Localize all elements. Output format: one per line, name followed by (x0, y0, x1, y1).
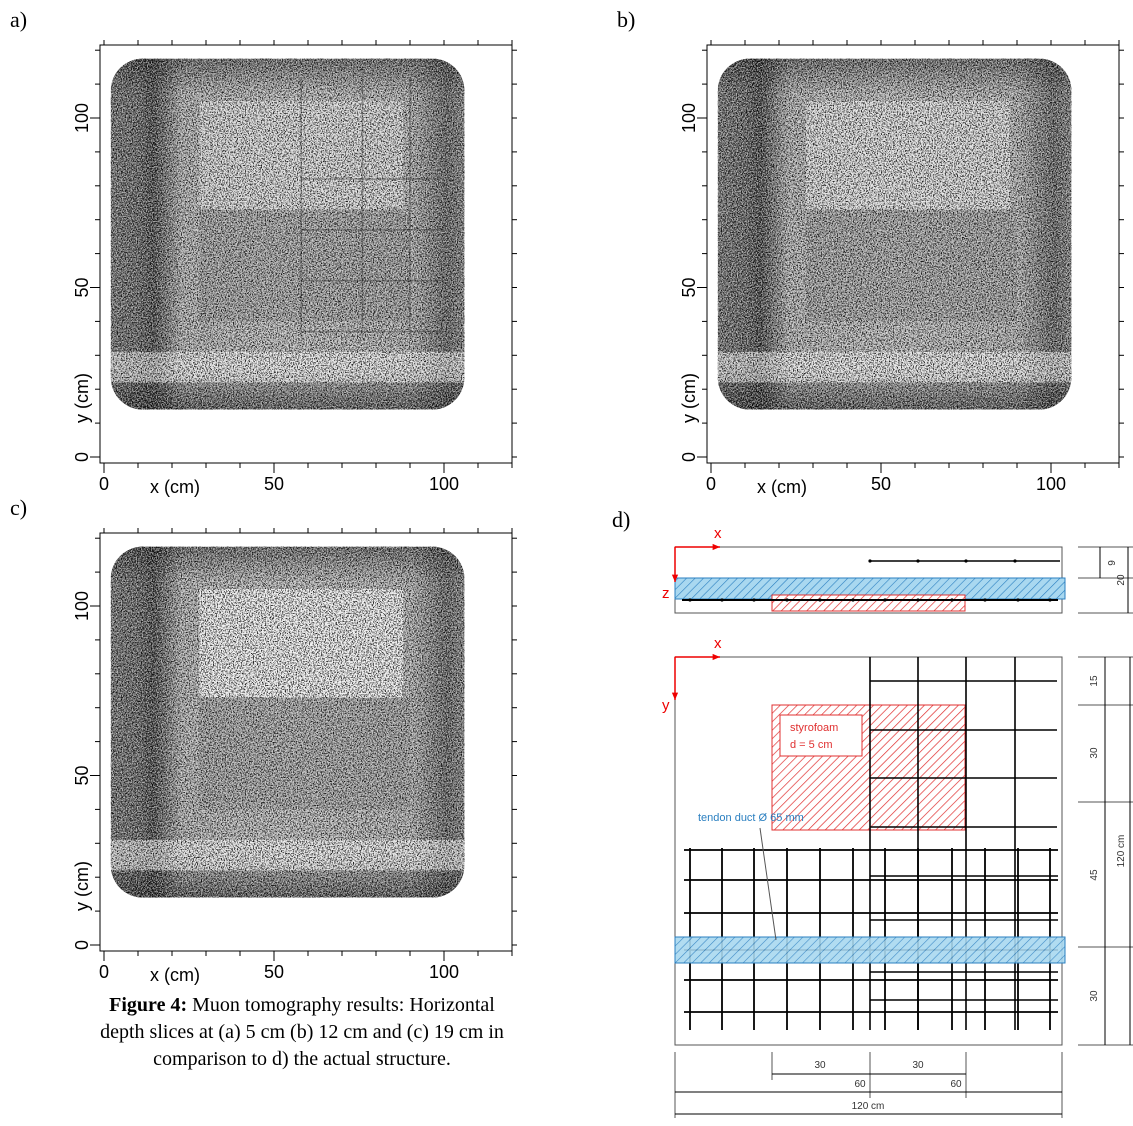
arrow-head (712, 653, 720, 661)
x-tick-label: 0 (99, 962, 109, 982)
caption: Figure 4: Muon tomography results: Horiz… (92, 992, 512, 1073)
styrofoam-depth: d = 5 cm (790, 739, 833, 751)
styrofoam-label: styrofoam (790, 722, 838, 734)
x-tick-label: 100 (429, 962, 459, 982)
rebar-dot (785, 598, 789, 602)
y-axis-label: y (cm) (72, 373, 92, 423)
x-tick-label: 50 (871, 474, 891, 494)
dimension-label: 60 (854, 1079, 866, 1090)
x-axis-label: x (cm) (150, 477, 200, 497)
y-axis-label: y (cm) (72, 861, 92, 911)
rebar-dot (916, 559, 920, 563)
tendon-label: tendon duct Ø 65 mm (698, 812, 804, 824)
tomography-panel: b) 0 50 100 0 50 100 x (cm) y (cm) (617, 7, 1124, 497)
speckle-light (717, 58, 1072, 410)
leader-line (759, 827, 777, 941)
x-axis-label: x (cm) (757, 477, 807, 497)
panel-label: a) (10, 7, 27, 32)
y-tick-label: 100 (72, 103, 92, 133)
tomography-panel: c) 0 50 100 0 50 100 x (cm) y (cm) (10, 495, 517, 985)
y-tick-label: 0 (679, 452, 699, 462)
y-tick-label: 50 (72, 277, 92, 297)
dimension-label: 60 (950, 1079, 962, 1090)
y-tick-label: 50 (72, 765, 92, 785)
rebar-dot (818, 598, 822, 602)
rebar-dot (964, 559, 968, 563)
tomography-image (110, 546, 465, 898)
rebar-dot (851, 598, 855, 602)
tomography-panel: a) 0 50 100 0 50 100 x (cm) y (cm) (10, 7, 517, 497)
panel-label: b) (617, 7, 635, 32)
rebar-dot (688, 598, 692, 602)
dimension-label: 30 (814, 1060, 826, 1071)
axis-label: x (714, 525, 722, 542)
y-axis-label: y (cm) (679, 373, 699, 423)
tomography-image (110, 58, 465, 410)
arrow-head (671, 692, 679, 700)
rebar-dot (1048, 598, 1052, 602)
dimension-label: 20 (1116, 574, 1127, 586)
rebar-dot (983, 598, 987, 602)
x-tick-label: 50 (264, 962, 284, 982)
panel-label: d) (612, 507, 630, 532)
x-tick-label: 50 (264, 474, 284, 494)
panel-label: c) (10, 495, 27, 520)
rebar-dot (883, 598, 887, 602)
axis-label: y (662, 697, 670, 714)
rebar-dot (1013, 559, 1017, 563)
y-tick-label: 0 (72, 452, 92, 462)
axis-label: x (714, 635, 722, 652)
rebar-dot (752, 598, 756, 602)
x-axis-label: x (cm) (150, 965, 200, 985)
rebar-dot (1016, 598, 1020, 602)
arrow-head (712, 543, 720, 551)
arrow-head (671, 574, 679, 582)
styrofoam-section (771, 594, 966, 612)
tendon-duct (674, 936, 1066, 964)
axis-label: z (662, 585, 670, 602)
speckle-light (110, 58, 465, 410)
caption-label: Figure 4: (109, 994, 188, 1016)
y-tick-label: 100 (679, 103, 699, 133)
x-tick-label: 0 (99, 474, 109, 494)
structure-diagram: d) x z 9 20 styrofoam d = 5 cm tendon duct Ø 6… (612, 507, 1133, 1118)
plan-outline (674, 656, 1063, 1046)
caption-text: Muon tomography results: Horizontal dept… (100, 994, 504, 1070)
x-tick-label: 100 (1036, 474, 1066, 494)
styrofoam-label-box (779, 714, 863, 757)
dimension-label: 45 (1089, 869, 1100, 881)
y-tick-label: 100 (72, 591, 92, 621)
x-tick-label: 0 (706, 474, 716, 494)
rebar-dot (916, 598, 920, 602)
dimension-label: 9 (1107, 560, 1118, 566)
x-tick-label: 100 (429, 474, 459, 494)
dimension-label: 120 cm (1116, 835, 1127, 868)
rebar-dot (950, 598, 954, 602)
speckle-light (110, 546, 465, 898)
dimension-label: 15 (1089, 675, 1100, 687)
rebar-dot (868, 559, 872, 563)
y-tick-label: 50 (679, 277, 699, 297)
rebar-dot (720, 598, 724, 602)
dimension-label: 30 (912, 1060, 924, 1071)
dimension-label: 120 cm (852, 1101, 885, 1112)
dimension-label: 30 (1089, 990, 1100, 1002)
y-tick-label: 0 (72, 940, 92, 950)
tomography-image (717, 58, 1072, 410)
dimension-label: 30 (1089, 747, 1100, 759)
